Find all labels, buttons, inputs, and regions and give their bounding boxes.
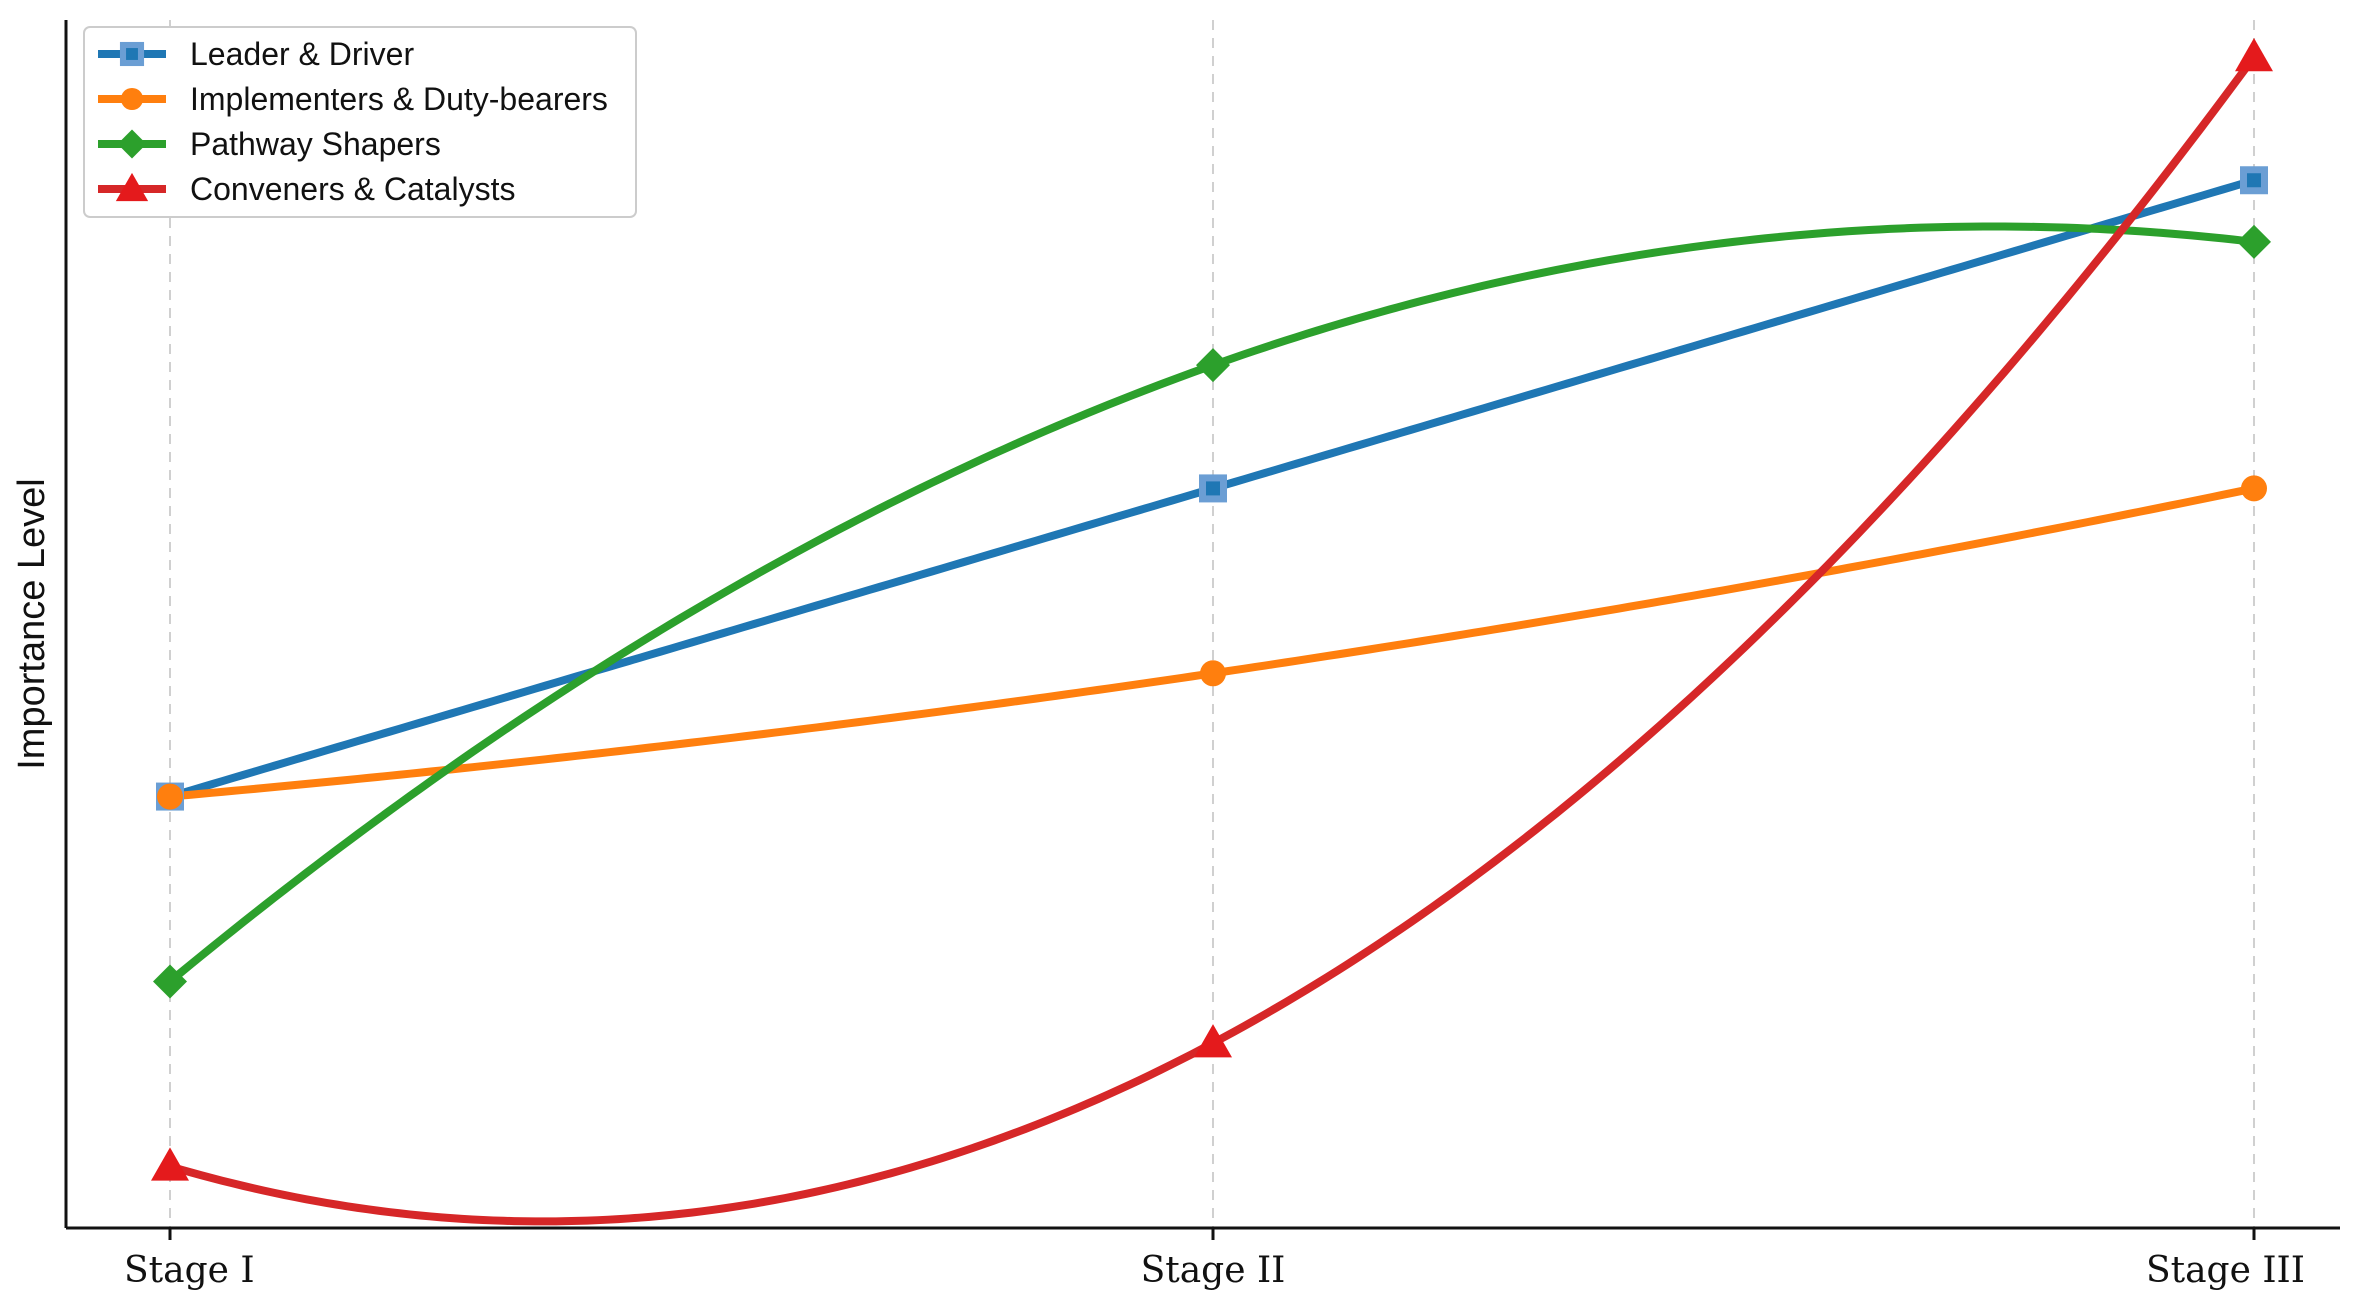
grid: [169, 20, 2255, 1228]
legend-entry: Conveners & Catalysts: [98, 171, 515, 207]
x-tick-label: Stage III: [2146, 1250, 2305, 1291]
legend-entry: Pathway Shapers: [98, 126, 441, 162]
data-point: [2241, 475, 2267, 502]
x-tick-labels: Stage I Stage II Stage III: [124, 1228, 2305, 1291]
data-point: [157, 783, 183, 810]
data-point: [1199, 474, 1227, 503]
legend-entry: Implementers & Duty-bearers: [98, 81, 608, 117]
data-point: [1200, 660, 1226, 687]
data-point: [153, 964, 187, 999]
legend-box: [83, 26, 637, 218]
legend-label: Leader & Driver: [190, 36, 414, 72]
legend-label: Conveners & Catalysts: [190, 171, 515, 207]
axes: [64, 20, 2340, 1230]
y-axis-label: Importance Level: [11, 478, 53, 770]
x-tick-label: Stage I: [124, 1250, 255, 1291]
legend-label: Pathway Shapers: [190, 126, 441, 162]
series-markers: [151, 37, 2273, 1181]
data-point: [2235, 37, 2273, 72]
data-point: [2240, 166, 2268, 195]
series-line-2: [166, 484, 2258, 801]
legend-swatch-marker: [119, 41, 145, 67]
data-point: [1196, 348, 1230, 383]
legend-swatch-marker: [117, 129, 147, 159]
data-point: [1194, 1024, 1232, 1058]
data-point: [2237, 224, 2271, 259]
legend-label: Implementers & Duty-bearers: [190, 81, 608, 117]
legend-swatch-marker: [120, 87, 144, 111]
legend-entry: Leader & Driver: [98, 36, 414, 72]
data-point: [151, 1147, 189, 1181]
legend-swatch-marker: [115, 172, 149, 202]
x-tick-label: Stage II: [1141, 1250, 1286, 1291]
legend: Leader & Driver Implementers & Duty-beare…: [83, 26, 637, 218]
